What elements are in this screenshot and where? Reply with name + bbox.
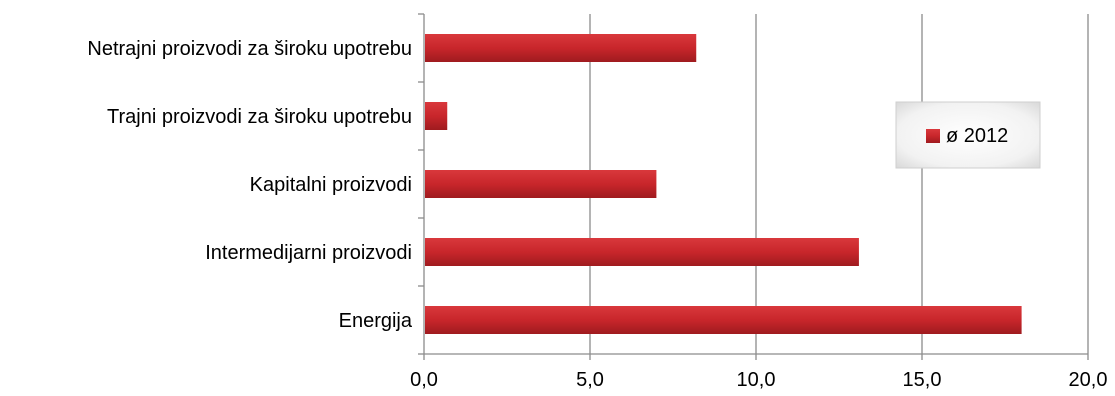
x-tick-label: 20,0 <box>1069 369 1108 391</box>
bar <box>425 306 1022 334</box>
x-tick-label: 5,0 <box>576 369 604 391</box>
category-label: Netrajni proizvodi za široku upotrebu <box>87 38 412 60</box>
category-label: Trajni proizvodi za široku upotrebu <box>107 106 412 128</box>
x-tick-label: 0,0 <box>410 369 438 391</box>
bars <box>425 34 1022 334</box>
category-labels: Netrajni proizvodi za široku upotrebu Tra… <box>87 38 412 332</box>
tick-labels: 0,0 5,0 10,0 15,0 20,0 <box>410 369 1107 391</box>
legend-swatch <box>926 129 940 143</box>
legend-label: ø 2012 <box>946 125 1008 147</box>
bar <box>425 238 859 266</box>
gridlines <box>589 14 1089 354</box>
x-tick-label: 10,0 <box>737 369 776 391</box>
bar <box>425 170 657 198</box>
bar <box>425 34 697 62</box>
category-label: Kapitalni proizvodi <box>250 174 412 196</box>
axes <box>418 13 1089 360</box>
category-label: Intermedijarni proizvodi <box>205 242 412 264</box>
bar <box>425 102 448 130</box>
category-label: Energija <box>339 310 413 332</box>
legend: ø 2012 <box>895 101 1041 169</box>
legend-box <box>895 101 1041 169</box>
x-tick-label: 15,0 <box>903 369 942 391</box>
